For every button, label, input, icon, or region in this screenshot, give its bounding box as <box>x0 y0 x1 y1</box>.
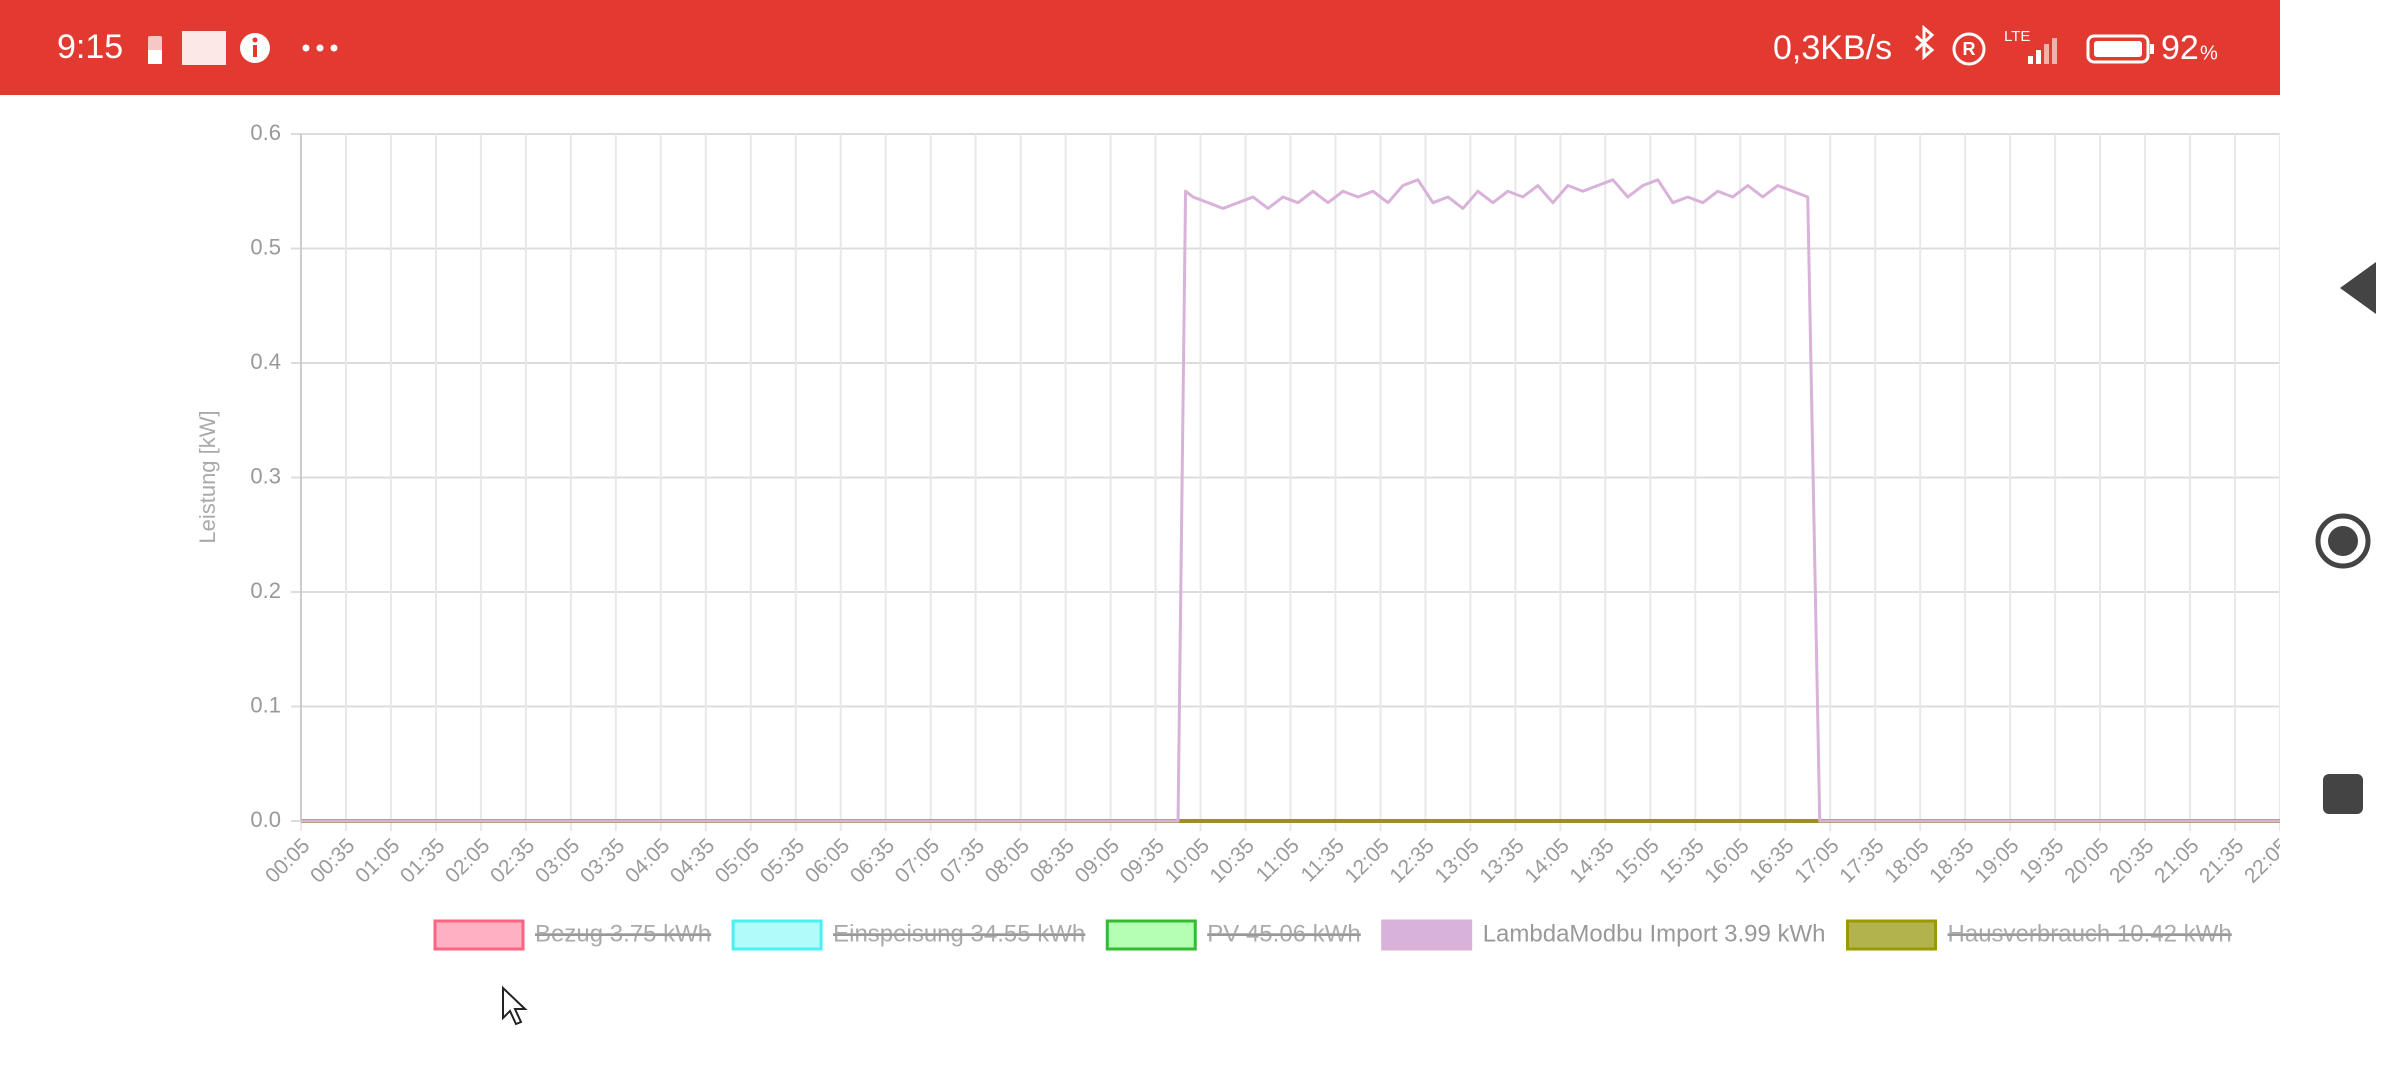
legend-label: PV 45.06 kWh <box>1207 920 1360 947</box>
x-tick-label: 15:35 <box>1655 834 1708 887</box>
x-tick-label: 11:05 <box>1252 834 1304 886</box>
home-button[interactable] <box>2328 526 2358 556</box>
x-tick-label: 12:05 <box>1340 834 1393 887</box>
notif-icon <box>182 31 226 65</box>
x-tick-label: 15:05 <box>1610 834 1663 887</box>
roaming-icon <box>1952 32 1986 66</box>
x-tick-label: 20:05 <box>2060 834 2113 887</box>
x-tick-label: 09:35 <box>1116 834 1169 887</box>
back-button[interactable] <box>2340 262 2376 314</box>
x-tick-label: 12:35 <box>1385 834 1438 887</box>
y-tick-label: 0.1 <box>250 692 281 717</box>
legend-label: Einspeisung 34.55 kWh <box>833 920 1085 947</box>
x-tick-label: 13:35 <box>1475 834 1528 887</box>
clock: 9:15 <box>57 28 123 66</box>
x-tick-label: 17:35 <box>1835 834 1888 887</box>
x-tick-label: 04:05 <box>621 834 674 887</box>
y-axis-label: Leistung [kW] <box>195 410 220 543</box>
y-tick-label: 0.5 <box>250 234 281 259</box>
legend-label: LambdaModbu Import 3.99 kWh <box>1483 920 1826 947</box>
series-line <box>301 178 2280 823</box>
x-tick-label: 13:05 <box>1430 834 1483 887</box>
x-tick-label: 02:05 <box>441 834 494 887</box>
y-tick-label: 0.2 <box>250 578 281 603</box>
legend-swatch <box>1381 919 1473 951</box>
info-icon <box>252 37 258 43</box>
x-tick-label: 07:35 <box>936 834 989 887</box>
more-icon <box>302 44 338 52</box>
legend-swatch <box>433 919 525 951</box>
x-tick-label: 06:05 <box>801 834 854 887</box>
battery-icon <box>148 50 162 64</box>
y-tick-label: 0.3 <box>250 463 281 488</box>
battery-unit: % <box>2200 42 2218 64</box>
net-speed: 0,3KB/s <box>1773 29 1892 67</box>
x-tick-label: 03:35 <box>576 834 629 887</box>
x-tick-label: 04:35 <box>666 834 719 887</box>
nav-bar <box>2280 0 2400 1080</box>
x-tick-label: 08:05 <box>981 834 1034 887</box>
x-tick-label: 02:35 <box>486 834 539 887</box>
x-tick-label: 18:35 <box>1925 834 1978 887</box>
bluetooth-icon <box>1914 24 1935 61</box>
y-tick-label: 0.0 <box>250 807 281 832</box>
legend-label: Hausverbrauch 10.42 kWh <box>1948 920 2232 947</box>
x-tick-label: 17:05 <box>1790 834 1843 887</box>
x-tick-label: 05:35 <box>756 834 809 887</box>
x-tick-label: 09:05 <box>1071 834 1124 887</box>
status-bar: 9:15 0,3KB/s R LTE 92 % <box>0 0 2280 95</box>
battery-level <box>2094 41 2142 57</box>
x-tick-label: 03:05 <box>531 834 584 887</box>
y-tick-label: 0.6 <box>250 120 281 145</box>
legend-swatch <box>731 919 823 951</box>
x-tick-label: 11:35 <box>1297 834 1349 886</box>
info-icon <box>253 45 257 57</box>
x-tick-label: 16:05 <box>1700 834 1753 887</box>
y-tick-label: 0.4 <box>250 349 281 374</box>
x-tick-label: 16:35 <box>1745 834 1798 887</box>
roaming-icon: R <box>1963 39 1976 59</box>
legend-swatch <box>1846 919 1938 951</box>
recents-button[interactable] <box>2323 774 2363 814</box>
x-tick-label: 19:35 <box>2015 834 2068 887</box>
x-tick-label: 00:05 <box>261 834 314 887</box>
home-button[interactable] <box>2315 513 2371 569</box>
nav-icons <box>2315 262 2376 814</box>
x-tick-label: 01:35 <box>396 834 449 887</box>
status-bg <box>0 0 2280 95</box>
x-tick-label: 18:05 <box>1880 834 1933 887</box>
x-tick-label: 05:05 <box>711 834 764 887</box>
signal-icon <box>2028 38 2057 64</box>
legend-swatch <box>1105 919 1197 951</box>
x-tick-label: 14:05 <box>1520 834 1573 887</box>
battery <box>2086 34 2150 64</box>
x-tick-label: 19:05 <box>1970 834 2023 887</box>
x-tick-label: 10:35 <box>1206 834 1259 887</box>
x-tick-label: 21:35 <box>2195 834 2248 887</box>
network-type: LTE <box>2004 28 2030 45</box>
x-tick-label: 22:05 <box>2240 834 2280 887</box>
x-tick-label: 01:05 <box>351 834 404 887</box>
x-tick-label: 08:35 <box>1026 834 1079 887</box>
x-tick-label: 00:35 <box>306 834 359 887</box>
battery-text: 92 <box>2161 29 2199 67</box>
x-tick-label: 10:05 <box>1161 834 1214 887</box>
battery-tip <box>2150 44 2154 54</box>
x-tick-label: 20:35 <box>2105 834 2158 887</box>
legend-label: Bezug 3.75 kWh <box>535 920 711 947</box>
x-tick-label: 07:05 <box>891 834 944 887</box>
x-tick-label: 06:35 <box>846 834 899 887</box>
chart: Leistung [kW] 0.0 0.1 0.2 0.3 0.4 0.5 0.6 00:05… <box>195 120 2280 951</box>
x-tick-label: 21:05 <box>2150 834 2203 887</box>
x-tick-label: 14:35 <box>1565 834 1618 887</box>
cursor <box>502 985 528 1026</box>
